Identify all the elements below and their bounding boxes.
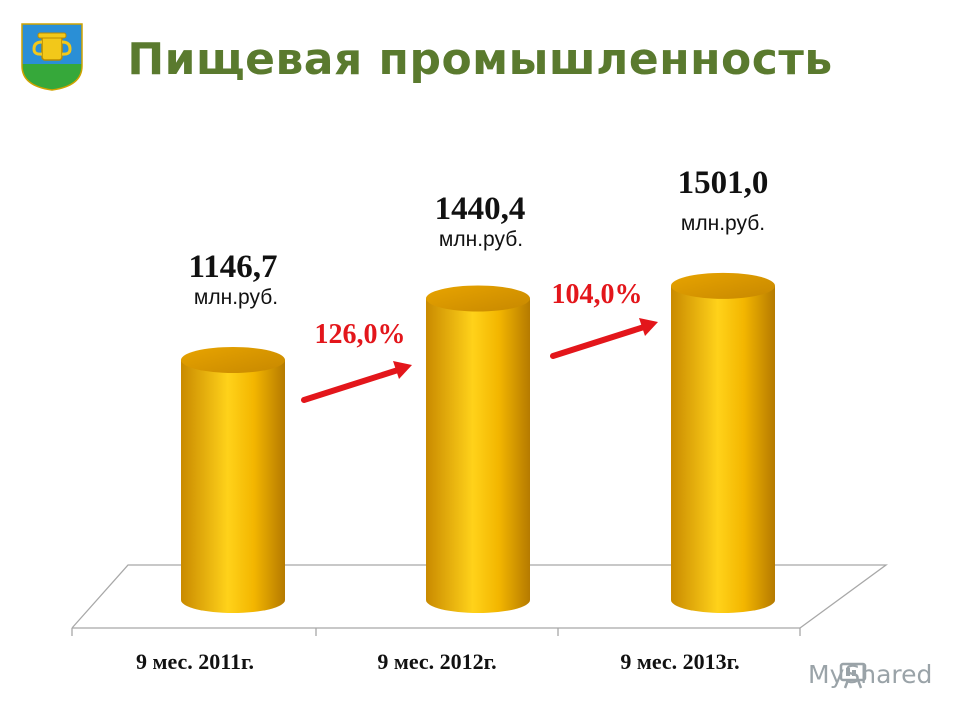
bars (181, 272, 775, 613)
bar-body (181, 359, 285, 613)
value-label: 1146,7 (189, 249, 278, 285)
bar (426, 285, 530, 613)
bar-top (426, 285, 530, 312)
value-label: 1440,4 (435, 191, 526, 227)
page-title: Пищевая промышленность (127, 34, 833, 85)
coat-of-arms-logo (21, 23, 83, 91)
growth-label: 104,0% (552, 279, 643, 310)
growth-arrow (301, 361, 412, 403)
category-label: 9 мес. 2011г. (136, 649, 254, 674)
watermark-text: MyShared (808, 660, 933, 689)
category-label: 9 мес. 2012г. (377, 649, 496, 674)
myshared-logo-icon (839, 662, 867, 689)
growth-label: 126,0% (315, 319, 406, 350)
bar-top (671, 272, 775, 299)
category-label: 9 мес. 2013г. (620, 649, 739, 674)
bar-body (671, 285, 775, 613)
unit-label: млн.руб. (439, 228, 523, 251)
value-label: 1501,0 (678, 165, 769, 201)
bar (671, 272, 775, 613)
bar (181, 346, 285, 613)
unit-label: млн.руб. (194, 286, 278, 309)
bar-body (426, 298, 530, 613)
unit-label: млн.руб. (681, 212, 765, 235)
bar-top (181, 346, 285, 373)
growth-arrow (550, 318, 658, 359)
